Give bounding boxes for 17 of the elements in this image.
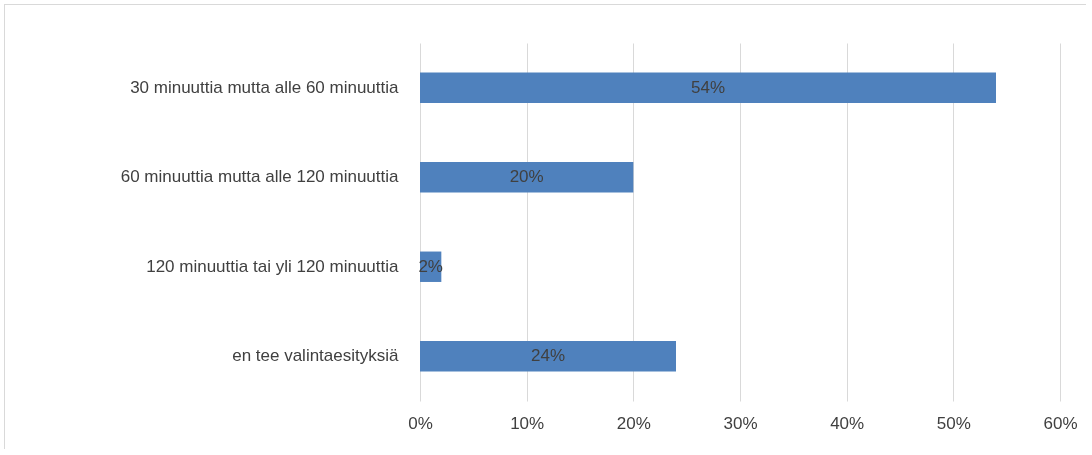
y-tick-label: 120 minuuttia tai yli 120 minuuttia — [146, 256, 400, 276]
x-tick-label: 10% — [510, 413, 545, 433]
bar — [420, 341, 676, 372]
y-tick-label: 60 minuuttia mutta alle 120 minuuttia — [120, 167, 400, 187]
x-tick-label: 50% — [936, 413, 971, 433]
data-label: 20% — [509, 167, 544, 187]
data-label: 24% — [530, 346, 566, 366]
x-tick-label: 20% — [616, 413, 651, 433]
x-tick-label: 40% — [830, 413, 865, 433]
x-tick-label: 0% — [408, 413, 433, 433]
bar — [420, 72, 996, 103]
x-tick-label: 60% — [1043, 413, 1078, 433]
data-label: 54% — [690, 77, 726, 97]
y-tick-label: 30 minuuttia mutta alle 60 minuuttia — [130, 77, 400, 97]
y-tick-label: en tee valintaesityksiä — [232, 346, 400, 366]
bar — [420, 162, 634, 193]
x-tick-label: 30% — [723, 413, 758, 433]
